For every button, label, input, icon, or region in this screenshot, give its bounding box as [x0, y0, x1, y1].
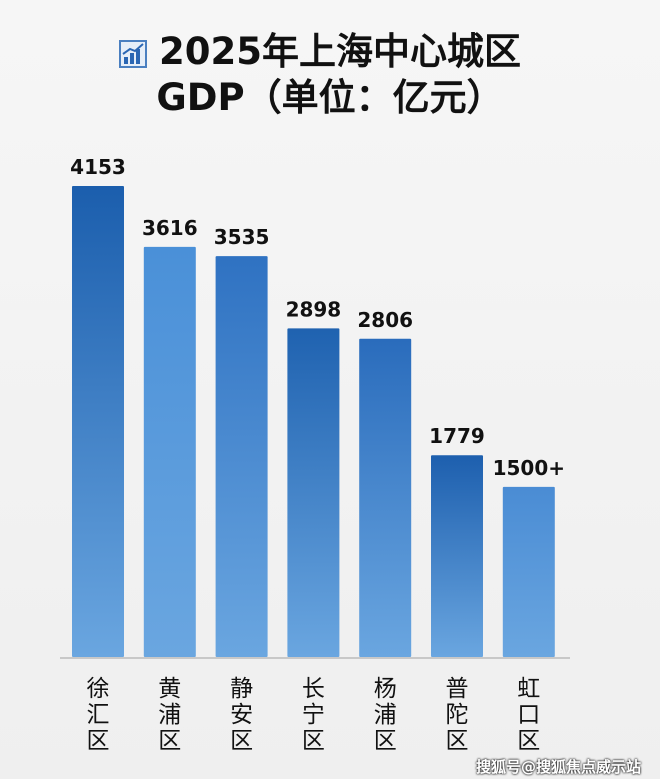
- data-label: 4153: [70, 155, 126, 179]
- x-tick-label: 黄: [158, 676, 181, 702]
- x-tick-label: 陀: [446, 702, 469, 728]
- data-label: 3616: [142, 216, 198, 240]
- data-label: 1779: [429, 424, 485, 448]
- x-tick-label: 浦: [374, 702, 397, 728]
- data-label: 1500+: [493, 456, 565, 480]
- x-tick-label: 虹: [517, 676, 540, 702]
- x-tick-label: 区: [230, 728, 253, 754]
- chart-subtitle: GDP（单位：亿元）: [156, 76, 504, 119]
- bar: [215, 256, 268, 657]
- x-tick-label: 安: [230, 702, 253, 728]
- x-tick-label: 长: [302, 676, 325, 702]
- bar: [431, 455, 483, 657]
- x-tick-label: 普: [446, 676, 469, 702]
- data-label: 2806: [357, 308, 413, 332]
- data-label: 3535: [214, 225, 270, 249]
- data-label: 2898: [286, 297, 342, 321]
- x-tick-label: 宁: [302, 702, 325, 728]
- x-tick-label: 浦: [158, 702, 181, 728]
- x-tick-label: 静: [230, 676, 253, 702]
- x-tick-label: 区: [517, 728, 540, 754]
- x-tick-label: 口: [517, 702, 540, 728]
- x-tick-label: 区: [87, 728, 110, 754]
- chart-title: 2025年上海中心城区: [159, 30, 521, 73]
- bar: [72, 186, 124, 657]
- x-tick-label: 徐: [87, 676, 110, 702]
- x-tick-label: 区: [374, 728, 397, 754]
- bar: [502, 486, 555, 657]
- bar-chart-icon: [119, 40, 147, 68]
- watermark: 搜狐号@搜狐焦点威示站: [476, 758, 642, 776]
- bar: [359, 338, 412, 657]
- x-tick-label: 汇: [87, 702, 110, 728]
- bar: [143, 246, 196, 658]
- x-tick-label: 区: [302, 728, 325, 754]
- x-tick-label: 区: [446, 728, 469, 754]
- x-tick-label: 杨: [374, 676, 397, 702]
- bar: [287, 328, 340, 657]
- x-tick-label: 区: [158, 728, 181, 754]
